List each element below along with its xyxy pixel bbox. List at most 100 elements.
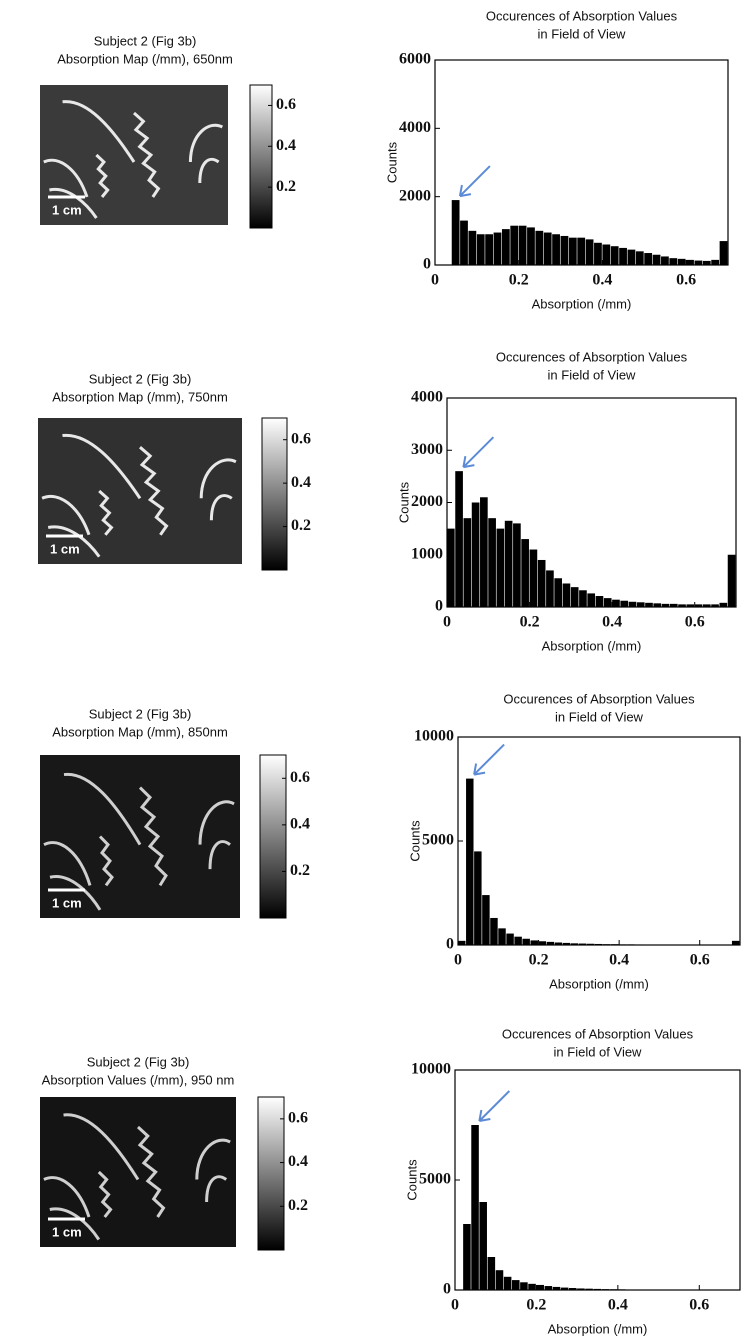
bar: [471, 1125, 479, 1290]
x-tick-label: 0.4: [602, 614, 622, 631]
panel-title: Subject 2 (Fig 3b): [89, 706, 192, 721]
vessel: [140, 788, 166, 886]
vessel: [200, 802, 234, 845]
vessel: [211, 496, 231, 521]
bar: [570, 587, 579, 607]
annotation-arrow: [462, 436, 495, 469]
vessel: [99, 1172, 111, 1217]
x-tick-label: 0: [431, 272, 439, 289]
bar: [694, 604, 703, 607]
image-structures: [44, 1115, 230, 1240]
bar: [538, 941, 547, 945]
bar: [493, 232, 502, 265]
vessel: [140, 447, 167, 535]
bar: [585, 1288, 593, 1290]
bar: [635, 251, 644, 265]
y-tick-label: 0: [435, 598, 443, 615]
vessel: [201, 460, 236, 498]
x-tick-label: 0: [443, 614, 451, 631]
x-tick-label: 0.2: [509, 272, 529, 289]
bar: [506, 933, 514, 945]
image-structures: [44, 774, 234, 910]
vessel: [138, 1127, 163, 1217]
bar: [503, 1276, 512, 1290]
bar: [479, 1202, 487, 1290]
bar: [504, 520, 513, 607]
chart-title: Occurences of Absorption Values: [496, 349, 688, 364]
bar: [521, 539, 529, 607]
bar: [702, 260, 711, 265]
bar: [520, 1282, 528, 1290]
bar: [719, 241, 728, 265]
x-axis-label: Absorption (/mm): [549, 976, 649, 991]
bar: [501, 229, 510, 265]
bar: [562, 583, 571, 607]
bar: [518, 225, 527, 265]
bar: [482, 895, 490, 945]
plot-frame: [457, 736, 741, 946]
bar: [546, 570, 554, 607]
absorption-image: [40, 755, 240, 918]
vessel: [44, 843, 90, 886]
bar: [577, 1288, 585, 1290]
colorbar-tick-label: 0.2: [291, 517, 311, 534]
y-tick-label: 10000: [414, 728, 454, 745]
bar: [669, 603, 678, 607]
bar: [628, 601, 637, 607]
x-axis-label: Absorption (/mm): [548, 1321, 648, 1336]
bar: [468, 230, 477, 265]
panel-title: Absorption Map (/mm), 650nm: [57, 51, 233, 66]
bar: [474, 851, 482, 945]
vessel: [64, 774, 140, 844]
bar: [619, 247, 627, 265]
y-tick-label: 0: [446, 936, 454, 953]
bar: [669, 258, 678, 265]
bar: [522, 938, 530, 945]
y-tick-label: 2000: [399, 187, 431, 204]
bar: [513, 523, 521, 607]
panel-title: Absorption Values (/mm), 950 nm: [42, 1072, 235, 1087]
y-tick-label: 2000: [411, 493, 443, 510]
bar: [451, 200, 460, 265]
vessel: [207, 1177, 227, 1202]
panel-title: Subject 2 (Fig 3b): [94, 33, 197, 48]
chart-title: in Field of View: [538, 26, 627, 41]
image-structures: [42, 435, 236, 556]
x-tick-label: 0: [454, 952, 462, 969]
y-tick-label: 4000: [399, 119, 431, 136]
x-tick-label: 0.4: [592, 272, 612, 289]
bar: [694, 260, 703, 265]
x-tick-label: 0.6: [689, 1297, 709, 1314]
bar: [719, 602, 728, 607]
vessel: [197, 1140, 230, 1179]
bar: [620, 600, 629, 607]
bar: [495, 1270, 504, 1290]
bar: [536, 1284, 544, 1290]
y-tick-label: 4000: [411, 389, 443, 406]
bar: [644, 253, 653, 265]
bar: [587, 593, 596, 607]
bar: [711, 604, 719, 607]
vessel: [190, 125, 222, 162]
bar: [554, 578, 562, 607]
vessel: [210, 842, 230, 870]
bar: [579, 590, 587, 607]
colorbar: [249, 84, 273, 229]
colorbar-tick-label: 0.6: [291, 430, 311, 447]
y-tick-label: 5000: [419, 1171, 451, 1188]
bar: [595, 596, 604, 607]
bar: [512, 1280, 520, 1290]
y-tick-label: 3000: [411, 441, 443, 458]
bar: [585, 239, 594, 265]
bar: [485, 234, 493, 265]
bar: [463, 518, 472, 607]
bar: [529, 549, 538, 607]
colorbar-tick-label: 0.4: [291, 474, 311, 491]
colorbar-tick-label: 0.4: [290, 816, 310, 833]
bar: [731, 940, 740, 945]
bar: [727, 554, 736, 607]
colorbar: [261, 417, 288, 571]
colorbar-tick-label: 0.4: [288, 1153, 308, 1170]
bar: [496, 528, 505, 607]
scale-bar-label: 1 cm: [52, 895, 82, 910]
